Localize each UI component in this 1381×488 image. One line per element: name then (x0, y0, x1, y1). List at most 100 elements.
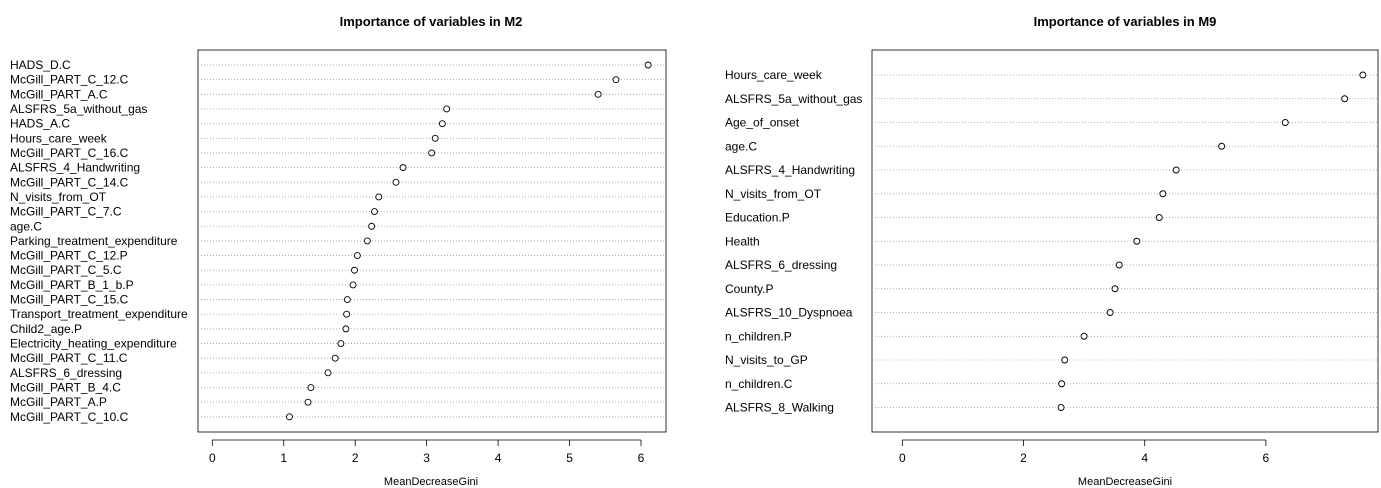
data-point (1341, 95, 1349, 103)
category-label: ALSFRS_8_Walking (725, 401, 834, 415)
x-tick-label: 6 (638, 451, 645, 465)
data-point (1281, 119, 1289, 126)
data-point (1106, 309, 1114, 316)
x-tick-label: 2 (352, 451, 359, 465)
category-label: McGill_PART_C_7.C (10, 205, 122, 219)
data-point (1061, 356, 1069, 364)
x-tick-label: 4 (495, 451, 502, 465)
data-point (392, 178, 400, 186)
category-label: HADS_A.C (10, 117, 70, 131)
category-label: Child2_age.P (10, 322, 82, 336)
data-point (343, 310, 351, 318)
data-point (644, 61, 652, 69)
data-point (1218, 142, 1226, 150)
data-point (612, 76, 620, 84)
data-point (337, 340, 345, 347)
data-point (1057, 404, 1065, 411)
data-point (428, 149, 436, 157)
category-label: McGill_PART_C_11.C (10, 351, 128, 365)
category-label: age.C (725, 139, 757, 153)
data-point (368, 222, 376, 230)
data-point (431, 134, 439, 142)
x-tick-label: 2 (1020, 451, 1027, 465)
category-label: Education.P (725, 211, 790, 225)
data-point (1111, 285, 1119, 293)
data-point (371, 208, 378, 216)
category-label: N_visits_from_OT (725, 187, 822, 201)
category-label: N_visits_to_GP (725, 353, 808, 367)
category-label: McGill_PART_A.C (10, 87, 108, 101)
category-label: HADS_D.C (10, 58, 71, 72)
category-label: McGill_PART_C_5.C (10, 263, 122, 277)
category-label: ALSFRS_4_Handwriting (10, 161, 140, 175)
data-point (1159, 190, 1167, 198)
category-label: ALSFRS_6_dressing (725, 258, 837, 272)
x-tick-label: 5 (566, 451, 573, 465)
category-label: McGill_PART_C_16.C (10, 146, 129, 160)
category-label: ALSFRS_5a_without_gas (10, 102, 147, 116)
data-point (351, 266, 358, 274)
data-point (443, 105, 451, 113)
category-label: n_children.P (725, 329, 792, 343)
x-tick-label: 3 (423, 451, 430, 465)
x-tick-label: 4 (1141, 451, 1148, 465)
category-label: McGill_PART_C_14.C (10, 175, 129, 189)
category-label: McGill_PART_B_4.C (10, 381, 121, 395)
category-label: McGill_PART_C_12.C (10, 73, 129, 87)
category-label: McGill_PART_C_15.C (10, 293, 129, 307)
data-point (324, 369, 332, 377)
plot-area-m2: HADS_D.CMcGill_PART_C_12.CMcGill_PART_A.… (10, 49, 667, 465)
data-point (1155, 214, 1163, 221)
category-label: Parking_treatment_expenditure (10, 234, 178, 248)
data-point (307, 384, 315, 391)
data-point (594, 90, 602, 98)
data-point (1115, 261, 1123, 269)
data-point (363, 237, 371, 245)
plot-area-m9: Hours_care_week ALSFRS_5a_without_gas Age_… (725, 49, 1379, 465)
category-label: age.C (10, 219, 42, 233)
data-point (1058, 380, 1066, 388)
category-label: Electricity_heating_expenditure (10, 337, 177, 351)
category-label: Transport_treatment_expenditure (10, 307, 188, 321)
category-label: McGill_PART_C_10.C (10, 410, 129, 424)
data-point (1080, 332, 1088, 340)
category-label: Hours_care_week (10, 131, 108, 145)
x-tick-label: 0 (899, 451, 906, 465)
data-point (399, 164, 407, 172)
x-axis-title-m9: MeanDecreaseGini (1078, 476, 1172, 488)
category-label: McGill_PART_C_12.P (10, 249, 128, 263)
data-point (1172, 166, 1180, 174)
category-label: Hours_care_week (725, 68, 823, 82)
data-point (1133, 237, 1141, 245)
x-tick-label: 0 (209, 451, 216, 465)
category-label: County.P (725, 282, 773, 296)
category-label: ALSFRS_5a_without_gas (725, 92, 862, 106)
category-label: n_children.C (725, 377, 793, 391)
category-label: ALSFRS_10_Dyspnoea (725, 306, 853, 320)
data-point (343, 296, 351, 304)
x-tick-label: 1 (280, 451, 287, 465)
data-point (331, 354, 339, 362)
data-point (375, 193, 383, 201)
data-point (286, 413, 293, 421)
x-axis-title-m2: MeanDecreaseGini (384, 476, 478, 488)
data-point (1359, 71, 1367, 79)
category-label: McGill_PART_A.P (10, 395, 107, 409)
data-point (438, 120, 446, 128)
data-point (342, 325, 350, 333)
category-label: ALSFRS_6_dressing (10, 366, 122, 380)
panel-m2: Importance of variables in M2 MeanDecrea… (10, 14, 667, 488)
category-label: McGill_PART_B_1_b.P (10, 278, 134, 292)
category-label: Health (725, 234, 760, 248)
category-label: N_visits_from_OT (10, 190, 107, 204)
x-tick-label: 6 (1263, 451, 1270, 465)
chart-title-m2: Importance of variables in M2 (340, 14, 523, 29)
chart-title-m9: Importance of variables in M9 (1034, 14, 1217, 29)
data-point (353, 252, 361, 260)
data-point (349, 281, 357, 289)
data-point (304, 398, 312, 406)
category-label: ALSFRS_4_Handwriting (725, 163, 855, 177)
category-label: Age_of_onset (725, 116, 800, 130)
panel-m9: Importance of variables in M9 MeanDecrea… (725, 14, 1379, 488)
